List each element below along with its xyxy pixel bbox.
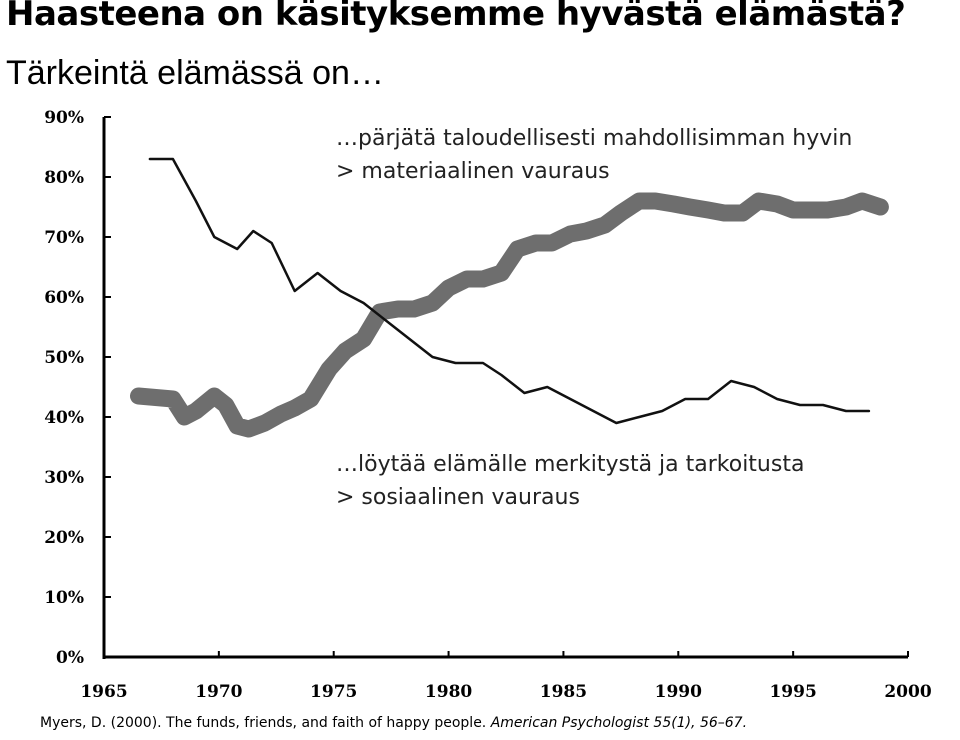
slide-title: Haasteena on käsityksemme hyvästä elämäs… <box>6 0 906 34</box>
source-citation: Myers, D. (2000). The funds, friends, an… <box>40 715 747 731</box>
y-tick-label: 70% <box>44 228 84 248</box>
x-tick-label: 1980 <box>425 682 472 702</box>
x-tick-label: 1970 <box>195 682 242 702</box>
annotation-social-line1: …löytää elämälle merkitystä ja tarkoitus… <box>336 452 805 477</box>
y-tick-label: 30% <box>44 468 84 488</box>
x-tick-label: 1975 <box>310 682 357 702</box>
x-tick-label: 1985 <box>540 682 587 702</box>
annotation-material-wealth: …pärjätä taloudellisesti mahdollisimman … <box>336 122 852 188</box>
annotation-material-line2: > materiaalinen vauraus <box>336 159 610 184</box>
x-tick-label: 1995 <box>769 682 816 702</box>
y-tick-label: 80% <box>44 168 84 188</box>
series-line-material-wealth <box>148 157 871 425</box>
annotation-material-line1: …pärjätä taloudellisesti mahdollisimman … <box>336 126 853 151</box>
y-tick-label: 60% <box>44 288 84 308</box>
x-axis-ticks: 1965 1970 1975 1980 1985 1990 1995 2000 <box>80 651 932 702</box>
y-tick-label: 10% <box>44 588 84 608</box>
y-tick-label: 20% <box>44 528 84 548</box>
y-tick-label: 40% <box>44 408 84 428</box>
y-tick-label: 90% <box>44 108 84 128</box>
x-tick-label: 1965 <box>80 682 127 702</box>
x-tick-label: 2000 <box>884 682 931 702</box>
slide-subtitle: Tärkeintä elämässä on… <box>6 54 384 92</box>
y-tick-label: 50% <box>44 348 84 368</box>
citation-journal: American Psychologist 55(1), 56–67. <box>490 715 748 731</box>
annotation-social-wealth: …löytää elämälle merkitystä ja tarkoitus… <box>336 448 804 514</box>
series-line-social-wealth <box>130 192 889 438</box>
x-tick-label: 1990 <box>655 682 702 702</box>
chart-axes <box>102 117 908 659</box>
chart-series <box>130 157 889 438</box>
y-tick-label: 0% <box>56 648 84 668</box>
annotation-social-line2: > sosiaalinen vauraus <box>336 485 580 510</box>
y-axis-ticks: 0% 10% 20% 30% 40% 50% 60% 70% 80% 90% <box>44 108 111 668</box>
citation-plain: Myers, D. (2000). The funds, friends, an… <box>40 715 491 731</box>
